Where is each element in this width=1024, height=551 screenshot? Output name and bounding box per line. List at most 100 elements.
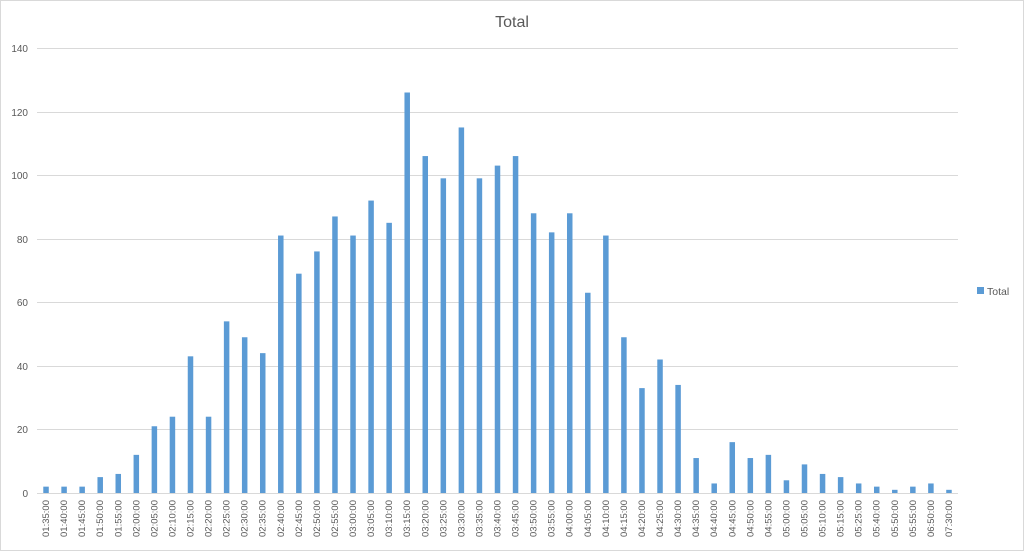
x-tick-label: 02:55:00 [330, 500, 341, 537]
bar [837, 477, 844, 493]
x-tick-label: 02:25:00 [222, 500, 233, 537]
x-tick-label: 04:15:00 [619, 500, 630, 537]
x-tick-label: 05:25:00 [854, 500, 865, 537]
x-tick-label: 04:20:00 [637, 500, 648, 537]
bar [368, 200, 374, 493]
x-tick-label: 02:45:00 [294, 500, 305, 537]
x-tick-label: 03:35:00 [474, 500, 485, 537]
x-tick-label: 04:55:00 [763, 500, 774, 537]
bar [711, 483, 717, 493]
x-tick-label: 04:50:00 [745, 500, 756, 537]
x-tick-label: 03:55:00 [547, 500, 558, 537]
bar [386, 222, 392, 493]
bar [296, 273, 302, 493]
bar [223, 321, 230, 493]
bar [205, 416, 212, 493]
bar [566, 213, 573, 494]
chart-title: Total [495, 14, 529, 31]
x-tick-label: 04:45:00 [727, 500, 738, 537]
x-tick-label: 05:00:00 [781, 500, 792, 537]
bar [657, 359, 663, 493]
bar [259, 353, 266, 493]
y-tick-label: 20 [17, 425, 29, 436]
bar [97, 477, 103, 493]
bar [693, 458, 699, 493]
bar [422, 156, 429, 493]
x-tick-label: 02:40:00 [276, 500, 287, 537]
x-tick-label: 05:15:00 [836, 500, 847, 537]
x-axis-ticks: 01:35:00 01:40:00 01:45:00 01:50:00 01:55:00… [41, 500, 955, 537]
legend-swatch [977, 287, 984, 294]
bar [440, 178, 447, 493]
bar [314, 251, 320, 493]
bar [458, 127, 465, 494]
y-tick-label: 0 [22, 489, 28, 500]
x-tick-label: 05:10:00 [818, 500, 829, 537]
bar [548, 232, 555, 494]
x-tick-label: 01:45:00 [77, 500, 88, 537]
legend: Total [977, 286, 1009, 298]
bar [585, 292, 591, 493]
bar [61, 486, 67, 493]
x-tick-label: 04:10:00 [601, 500, 612, 537]
x-tick-label: 04:05:00 [583, 500, 594, 537]
x-tick-label: 02:10:00 [167, 500, 178, 537]
bar [946, 489, 952, 493]
y-tick-label: 100 [11, 171, 28, 182]
x-tick-label: 03:25:00 [438, 500, 449, 537]
bar [765, 454, 772, 493]
x-tick-label: 07:30:00 [944, 500, 955, 537]
x-tick-label: 02:30:00 [240, 500, 251, 537]
y-axis-ticks: 0 20 40 60 80 100 120 140 [11, 44, 28, 500]
bar [603, 235, 609, 494]
bar [819, 473, 826, 493]
x-tick-label: 03:40:00 [493, 500, 504, 537]
x-tick-label: 03:20:00 [420, 500, 431, 537]
bar [729, 442, 736, 493]
bars [43, 92, 952, 494]
x-tick-label: 03:10:00 [384, 500, 395, 537]
bar [79, 486, 85, 493]
bar [476, 178, 483, 493]
bar [892, 489, 898, 493]
x-tick-label: 03:50:00 [529, 500, 540, 537]
x-tick-label: 04:40:00 [709, 500, 720, 537]
x-tick-label: 03:45:00 [511, 500, 522, 537]
bar [512, 156, 519, 493]
bar [675, 384, 681, 493]
x-tick-label: 03:00:00 [348, 500, 359, 537]
bar [187, 356, 194, 493]
x-tick-label: 03:15:00 [402, 500, 413, 537]
x-tick-label: 02:05:00 [149, 500, 160, 537]
bar [241, 337, 248, 493]
y-tick-label: 40 [17, 362, 29, 373]
x-tick-label: 02:20:00 [204, 500, 215, 537]
bar [639, 388, 645, 493]
bar [115, 473, 122, 493]
x-tick-label: 05:40:00 [872, 500, 883, 537]
legend-label: Total [987, 286, 1009, 298]
bar [801, 464, 808, 493]
bar [747, 458, 754, 493]
x-tick-label: 03:30:00 [456, 500, 467, 537]
x-tick-label: 03:05:00 [366, 500, 377, 537]
bar [928, 483, 934, 493]
y-tick-label: 60 [17, 298, 29, 309]
x-tick-label: 05:55:00 [908, 500, 919, 537]
bar [278, 235, 284, 494]
x-tick-label: 01:50:00 [95, 500, 106, 537]
x-tick-label: 02:50:00 [312, 500, 323, 537]
bar [530, 213, 537, 494]
x-tick-label: 04:25:00 [655, 500, 666, 537]
x-tick-label: 02:35:00 [258, 500, 269, 537]
bar [910, 486, 916, 493]
bar [621, 337, 627, 493]
bar [783, 480, 790, 493]
x-tick-label: 02:00:00 [131, 500, 142, 537]
y-tick-label: 120 [11, 108, 28, 119]
y-tick-label: 80 [17, 235, 29, 246]
bar [873, 486, 880, 493]
x-tick-label: 05:05:00 [800, 500, 811, 537]
x-tick-label: 06:50:00 [926, 500, 937, 537]
